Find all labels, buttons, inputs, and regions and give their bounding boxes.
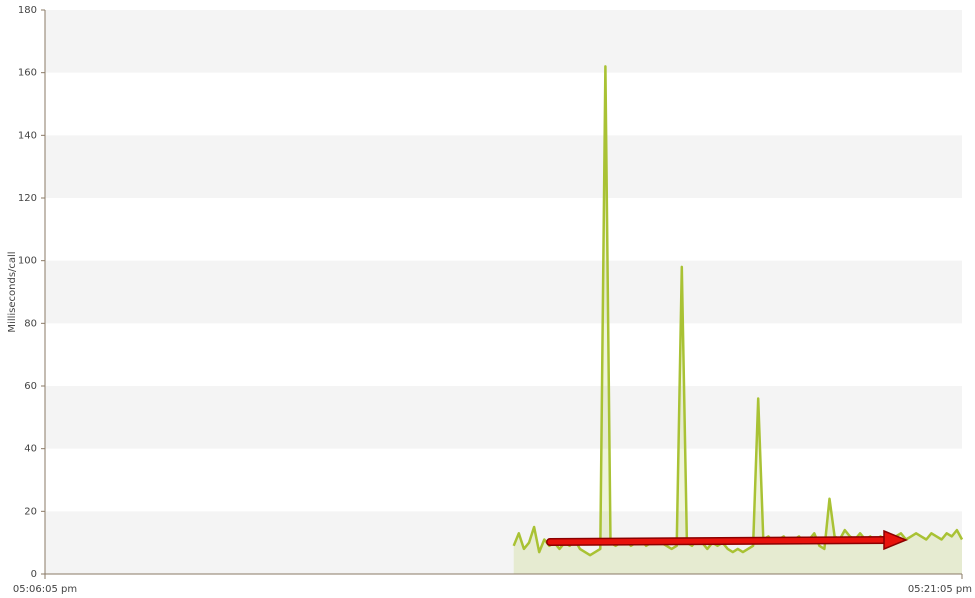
grid-band [45, 386, 962, 449]
x-tick-label: 05:06:05 pm [13, 584, 77, 595]
y-axis-label: Milliseconds/call [7, 251, 18, 332]
annotation-arrow [546, 529, 908, 551]
y-tick-label: 20 [24, 506, 37, 517]
y-tick-label: 40 [24, 444, 37, 455]
y-tick-label: 140 [18, 130, 37, 141]
grid-band [45, 135, 962, 198]
y-tick-label: 160 [18, 68, 37, 79]
y-tick-label: 120 [18, 193, 37, 204]
y-tick-label: 60 [24, 381, 37, 392]
y-tick-label: 180 [18, 5, 37, 16]
arrow-shaft [547, 537, 893, 545]
plot-bands [45, 10, 962, 574]
y-tick-label: 80 [24, 318, 37, 329]
grid-band [45, 10, 962, 73]
grid-band [45, 260, 962, 324]
x-tick-label: 05:21:05 pm [908, 584, 972, 595]
arrow-head [883, 529, 908, 551]
y-tick-label: 0 [31, 569, 37, 580]
y-tick-label: 100 [18, 256, 37, 267]
